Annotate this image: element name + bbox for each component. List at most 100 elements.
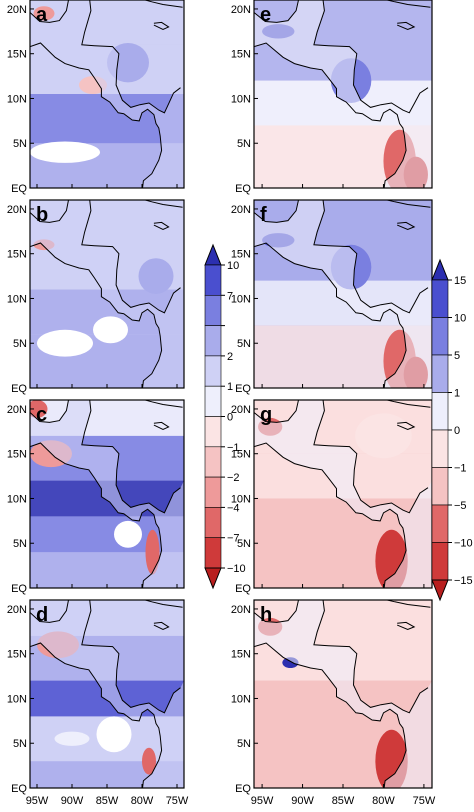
land-mask [30, 200, 184, 388]
colorbar-tick-label: −10 [227, 563, 246, 575]
coastline [254, 200, 429, 314]
lat-tick-label: EQ [11, 383, 27, 395]
land-mask [254, 0, 432, 188]
panel-label: c [36, 404, 47, 426]
panel-label: g [260, 404, 272, 426]
colorbar-tick-label: −1 [454, 463, 467, 475]
lon-tick-label: 80W [372, 795, 395, 807]
colorbar-tick-label: 15 [454, 275, 466, 287]
lat-tick-label: 5N [237, 738, 251, 750]
colorbar-swatch [431, 279, 449, 318]
field-anomaly [96, 716, 132, 753]
lat-tick-label: 10N [7, 693, 27, 705]
lon-tick-label: 90W [291, 795, 314, 807]
lat-tick-label: 15N [7, 649, 27, 661]
coastline [397, 221, 416, 231]
coastline [397, 421, 416, 431]
colorbar-tick-label: 10 [454, 313, 466, 325]
coastline [397, 621, 416, 631]
lat-tick-label: 5N [13, 338, 27, 350]
coastline [397, 21, 416, 31]
panel-label: e [260, 4, 271, 26]
panel-label: f [260, 204, 267, 226]
colorbar-tick-label: −2 [227, 472, 240, 484]
lon-tick-label: 95W [251, 795, 274, 807]
lon-tick-label: 75W [166, 795, 189, 807]
coastline [30, 242, 163, 388]
colorbar-swatch [204, 264, 222, 296]
coastline [143, 0, 183, 8]
colorbar-tick-label: −10 [454, 538, 473, 550]
colorbar-tick-label: −1 [227, 442, 240, 454]
field-anomaly [30, 400, 48, 418]
coastline [143, 400, 183, 408]
colorbar-swatch [431, 467, 449, 506]
colorbar-tick-label: −7 [227, 533, 240, 545]
lon-tick-label: 90W [61, 795, 84, 807]
lat-tick-label: 10N [231, 293, 251, 305]
colorbar-swatch [204, 325, 222, 357]
colorbar-extend-top [431, 258, 449, 281]
lat-tick-label: 15N [7, 249, 27, 261]
colorbar-tick-label: 5 [454, 350, 460, 362]
coastline [384, 600, 431, 608]
panel-b: b EQ 5N 10N 15N 20N [7, 199, 185, 395]
lat-tick-label: 10N [7, 293, 27, 305]
panel-g: g EQ 5N 10N 15N 20N [231, 399, 433, 595]
colorbar-tick-label: 0 [227, 412, 233, 424]
lat-tick-label: 5N [13, 138, 27, 150]
field-anomaly [54, 731, 90, 746]
colorbar-extend-bottom [204, 567, 222, 590]
coastline [254, 442, 407, 588]
colorbar-swatch [431, 354, 449, 393]
coastline [153, 621, 170, 631]
coastline [30, 642, 163, 788]
lon-tick-label: 85W [96, 795, 119, 807]
lat-tick-label: 5N [237, 538, 251, 550]
lat-tick-label: 5N [237, 138, 251, 150]
colorbar-swatch [204, 385, 222, 417]
coastline [153, 221, 170, 231]
lat-tick-label: 10N [231, 693, 251, 705]
lon-tick-label: 75W [413, 795, 436, 807]
colorbar-swatch [431, 317, 449, 356]
land-mask [254, 400, 432, 588]
field-anomaly [114, 520, 142, 548]
coastline [254, 400, 429, 514]
lat-tick-label: EQ [11, 583, 27, 595]
colorbar-tick-label: 1 [454, 388, 460, 400]
coastline [30, 0, 181, 114]
lat-tick-label: 15N [231, 49, 251, 61]
lat-tick-label: 10N [7, 493, 27, 505]
coastline [153, 21, 170, 31]
lat-tick-label: 5N [237, 338, 251, 350]
coastline [30, 600, 181, 714]
lat-tick-label: EQ [235, 783, 251, 795]
lat-tick-label: EQ [11, 783, 27, 795]
coastline [384, 0, 431, 8]
coastline [254, 0, 429, 114]
panel-d: d EQ 5N 10N 15N 20N 95W 90W 85W 80W 75W [7, 599, 189, 807]
lat-tick-label: 20N [7, 4, 27, 16]
colorbar-swatch [204, 446, 222, 478]
colorbar-swatch [431, 392, 449, 431]
colorbar-tick-label: −4 [227, 502, 240, 514]
lat-tick-label: 5N [13, 738, 27, 750]
colorbar-tick-label: 0 [454, 425, 460, 437]
lat-tick-label: 20N [231, 4, 251, 16]
land-mask [254, 200, 432, 388]
coastline [30, 200, 181, 314]
coastline [143, 600, 183, 608]
colorbar-extend-top [204, 243, 222, 266]
colorbar-tick-label: −5 [454, 500, 467, 512]
field-anomaly [93, 316, 128, 344]
panel-c: c EQ 5N 10N 15N 20N [7, 399, 185, 595]
coastline [143, 200, 183, 208]
coastline [254, 42, 407, 188]
land-mask [30, 0, 184, 188]
coastline [384, 200, 431, 208]
colorbar-tick-label: 10 [227, 260, 239, 272]
lat-tick-label: 5N [13, 538, 27, 550]
